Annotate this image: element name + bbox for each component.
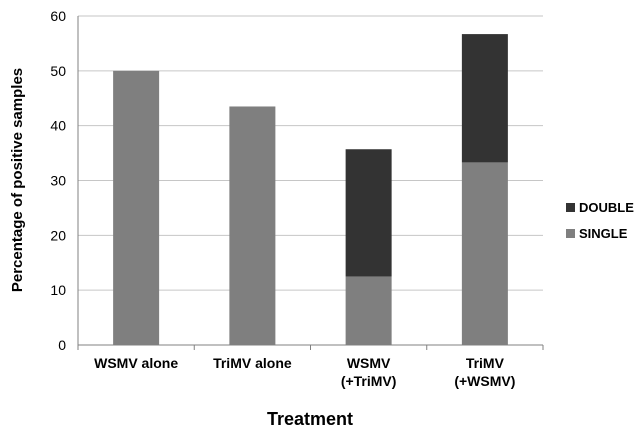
x-tick-label: TriMV bbox=[466, 355, 505, 371]
x-tick-label: WSMV alone bbox=[94, 355, 178, 371]
bar-double bbox=[345, 149, 392, 277]
bar-single bbox=[113, 70, 160, 345]
y-axis-title: Percentage of positive samples bbox=[9, 68, 26, 292]
y-tick-label: 30 bbox=[50, 173, 66, 189]
y-tick-label: 20 bbox=[50, 227, 66, 243]
bar-double bbox=[461, 34, 508, 163]
y-tick-label: 60 bbox=[50, 8, 66, 24]
y-tick-label: 40 bbox=[50, 118, 66, 134]
y-tick-label: 10 bbox=[50, 282, 66, 298]
legend: DOUBLE SINGLE bbox=[566, 200, 634, 241]
x-tick-label: TriMV alone bbox=[213, 355, 292, 371]
y-tick-label: 50 bbox=[50, 63, 66, 79]
bar-single bbox=[345, 276, 392, 345]
y-tick-label: 0 bbox=[58, 337, 66, 353]
axis-labels: 0 10 20 30 40 50 60 WSMV alone TriMV alone WSMV (+… bbox=[50, 8, 515, 389]
legend-swatch-double bbox=[566, 203, 575, 212]
x-tick-label: (+TriMV) bbox=[341, 373, 397, 389]
legend-label-single: SINGLE bbox=[579, 226, 628, 241]
bar-single bbox=[229, 106, 276, 345]
legend-label-double: DOUBLE bbox=[579, 200, 634, 215]
bars bbox=[113, 34, 508, 345]
x-axis-title: Treatment bbox=[267, 409, 353, 429]
legend-swatch-single bbox=[566, 229, 575, 238]
x-tick-label: (+WSMV) bbox=[454, 373, 515, 389]
bar-single bbox=[461, 162, 508, 345]
x-tick-label: WSMV bbox=[347, 355, 391, 371]
